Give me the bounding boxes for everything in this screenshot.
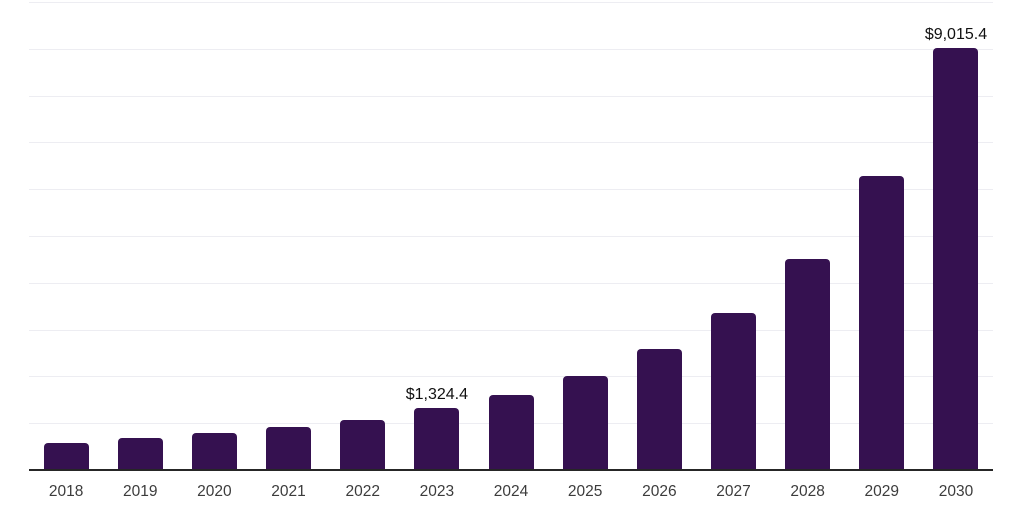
x-tick-2021: 2021 [271,483,306,500]
bar-band-2021 [251,2,325,470]
bar-band-2028 [771,2,845,470]
x-axis-line [29,469,993,471]
bar-2019 [117,438,163,470]
bar-band-2023: $1,324.4 [400,2,474,470]
plot-area: $1,324.4 $9,015.4 [29,2,993,470]
gridline [29,376,993,378]
x-tick-2026: 2026 [642,483,677,500]
x-tick-2030: 2030 [938,483,974,500]
bar-2021 [266,426,312,470]
bar-2028 [785,258,831,470]
gridline [29,236,993,237]
gridline [29,282,993,284]
bar-band-2022 [326,2,400,470]
gridline [29,329,993,331]
gridline [29,95,993,97]
bar-2022 [340,419,386,470]
bar-2023 [414,408,460,470]
x-tick-2025: 2025 [567,483,603,500]
x-tick-2023: 2023 [419,483,455,500]
x-tick-2019: 2019 [122,483,158,500]
gridline [29,142,993,144]
bar-2025 [562,375,608,470]
bars-container: $1,324.4 $9,015.4 [29,2,993,470]
x-tick-2022: 2022 [345,483,380,500]
bar-2029 [859,176,905,470]
gridline [29,189,993,191]
bar-2020 [191,432,237,470]
bar-band-2030: $9,015.4 [919,2,993,470]
bar-band-2024 [474,2,548,470]
bar-band-2018 [29,2,103,470]
gridline [29,48,993,50]
data-label-2030: $9,015.4 [924,26,988,44]
bar-band-2029 [845,2,919,470]
x-tick-2018: 2018 [48,483,84,500]
bar-band-2020 [177,2,251,470]
bar-2030 [933,48,979,470]
gridline [29,2,993,3]
x-tick-2024: 2024 [493,483,529,500]
x-tick-2020: 2020 [197,483,232,500]
bar-band-2019 [103,2,177,470]
x-tick-2029: 2029 [864,483,900,500]
bar-band-2027 [696,2,770,470]
x-tick-2028: 2028 [790,483,825,500]
x-tick-2027: 2027 [716,483,751,500]
bar-2018 [43,442,89,470]
bar-2027 [710,312,756,470]
bar-2026 [636,349,682,470]
data-label-2023: $1,324.4 [405,386,468,403]
bar-2024 [488,395,534,470]
bar-band-2025 [548,2,622,470]
x-axis-labels: 2018 2019 2020 2021 2022 2023 2024 2025 2026 2027… [29,482,993,502]
bar-band-2026 [622,2,696,470]
